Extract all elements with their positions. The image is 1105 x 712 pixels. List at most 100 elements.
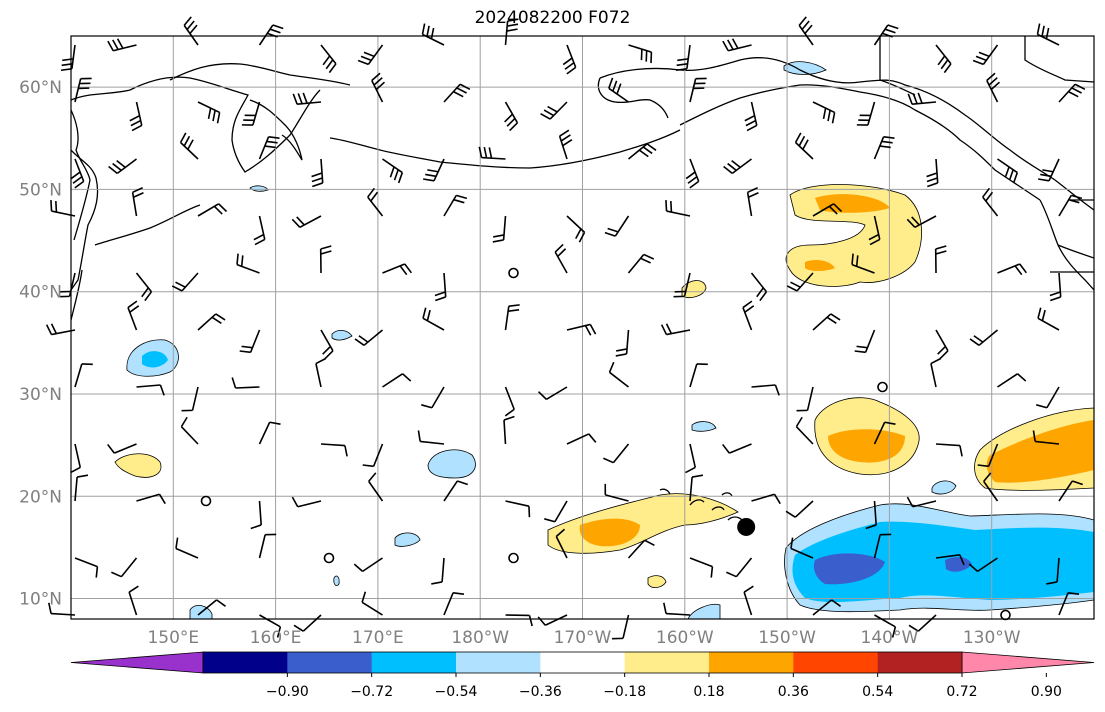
wind-barb <box>70 443 82 474</box>
wind-barb <box>723 158 752 175</box>
wind-barb <box>107 38 137 52</box>
latitude-tick-label: 10°N <box>19 590 62 610</box>
wind-barb <box>382 263 413 276</box>
wind-barb <box>812 599 841 616</box>
wind-barb <box>1058 480 1083 502</box>
positive-anomaly-region <box>114 453 162 478</box>
wind-barb <box>812 313 841 331</box>
wind-barb <box>236 253 260 274</box>
wind-barb <box>537 386 568 401</box>
wind-barb <box>968 557 998 573</box>
wind-barb <box>504 304 520 331</box>
wind-barb <box>983 472 999 502</box>
latitude-tick-labels: 60°N 50°N 40°N 30°N 20°N 10°N <box>19 78 62 609</box>
map-gridlines <box>71 36 1094 619</box>
wind-barb <box>422 307 445 331</box>
wind-barb <box>175 537 199 559</box>
negative-anomaly-region <box>394 532 421 547</box>
colorbar-segment <box>203 652 288 673</box>
wind-barb <box>865 500 877 530</box>
wind-barb <box>969 329 999 346</box>
wind-barb <box>200 495 212 507</box>
negative-anomaly-region <box>931 480 957 495</box>
wind-barb <box>367 187 384 217</box>
map-title: 2024082200 F072 <box>474 8 631 28</box>
wind-barb <box>135 272 153 302</box>
longitude-tick-label: 160°W <box>656 628 714 648</box>
wind-barb <box>1036 386 1060 409</box>
wind-barb <box>877 381 888 393</box>
colorbar-tick-label: 0.36 <box>778 684 809 700</box>
wind-barb <box>131 187 144 217</box>
wind-barb <box>608 77 629 103</box>
wind-barb <box>660 323 691 336</box>
wind-barb <box>874 614 897 638</box>
wind-barb <box>258 421 281 445</box>
wind-barb <box>60 44 76 72</box>
positive-anomaly-core <box>805 260 835 271</box>
wind-barb <box>566 433 597 445</box>
longitude-tick-label: 150°E <box>147 628 199 648</box>
wind-barb <box>70 158 85 189</box>
wind-barb <box>361 591 383 616</box>
wind-barb <box>315 357 327 388</box>
wind-barb <box>721 443 752 454</box>
wind-barb <box>926 158 939 188</box>
wind-barb <box>320 44 337 74</box>
negative-anomaly-core <box>945 556 972 572</box>
wind-barb <box>253 215 266 246</box>
wind-barb <box>997 158 1019 184</box>
wind-barb <box>1049 272 1062 302</box>
wind-barb <box>508 267 519 279</box>
wind-barb <box>972 44 999 66</box>
negative-anomaly-region <box>333 575 340 586</box>
negative-anomaly-core <box>142 351 168 368</box>
positive-anomaly-core <box>579 518 640 547</box>
colorbar-extend-high <box>961 651 1095 674</box>
wind-barb <box>790 537 814 559</box>
wind-barb <box>1046 557 1060 585</box>
colorbar-segment <box>371 652 457 673</box>
wind-barb <box>554 243 568 274</box>
wind-barb <box>241 101 261 126</box>
wind-barb <box>615 329 630 357</box>
wind-barb <box>357 44 384 66</box>
wind-barb <box>786 272 814 292</box>
wind-barb <box>183 16 199 46</box>
wind-barb <box>505 614 533 627</box>
wind-barb <box>231 377 260 389</box>
wind-barb <box>689 77 707 103</box>
wind-barb <box>982 187 999 217</box>
positive-anomaly-core <box>815 194 890 213</box>
wind-barb <box>812 101 836 124</box>
wind-barb <box>935 554 965 566</box>
wind-barb <box>129 101 143 132</box>
colorbar-tick-label: −0.36 <box>519 684 562 700</box>
wind-barb <box>795 416 814 445</box>
negative-anomaly-region <box>427 449 476 479</box>
wind-barb <box>320 329 334 360</box>
wind-barb <box>128 585 139 616</box>
wind-barb <box>74 474 89 502</box>
wind-barb <box>627 539 655 559</box>
wind-barb <box>997 373 1027 388</box>
wind-barb <box>106 443 137 454</box>
wind-barb <box>906 215 937 229</box>
positive-anomaly-region <box>647 575 667 588</box>
wind-barb <box>421 23 445 46</box>
wind-barb <box>930 357 942 388</box>
wind-barb <box>907 92 937 105</box>
wind-barb <box>794 132 814 160</box>
wind-barb <box>604 483 629 502</box>
colorbar-extend-low <box>70 651 204 674</box>
wind-barb <box>197 313 226 331</box>
longitude-tick-label: 160°E <box>250 628 302 648</box>
wind-barb <box>873 24 899 46</box>
wind-barb <box>504 18 519 46</box>
wind-barb <box>171 272 199 292</box>
wind-barb <box>197 203 228 217</box>
longitude-tick-label: 130°W <box>963 628 1021 648</box>
wind-barb <box>362 443 384 468</box>
wind-barb <box>136 493 166 505</box>
negative-anomaly-region <box>691 421 717 432</box>
